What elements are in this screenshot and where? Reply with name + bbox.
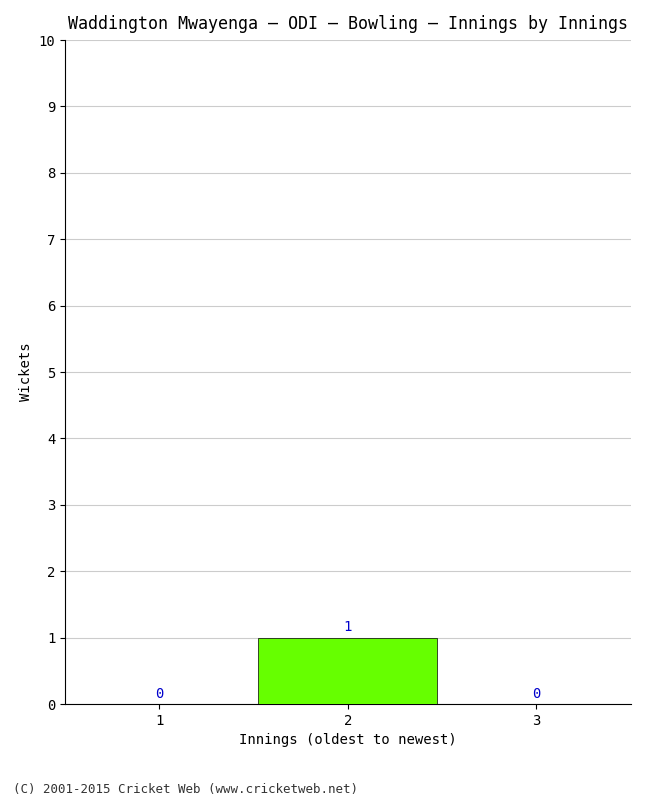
X-axis label: Innings (oldest to newest): Innings (oldest to newest) xyxy=(239,734,456,747)
Title: Waddington Mwayenga – ODI – Bowling – Innings by Innings: Waddington Mwayenga – ODI – Bowling – In… xyxy=(68,15,628,33)
Bar xyxy=(258,638,437,704)
Text: 0: 0 xyxy=(155,686,163,701)
Text: 0: 0 xyxy=(532,686,540,701)
Text: 1: 1 xyxy=(344,620,352,634)
Text: (C) 2001-2015 Cricket Web (www.cricketweb.net): (C) 2001-2015 Cricket Web (www.cricketwe… xyxy=(13,783,358,796)
Y-axis label: Wickets: Wickets xyxy=(19,342,33,402)
